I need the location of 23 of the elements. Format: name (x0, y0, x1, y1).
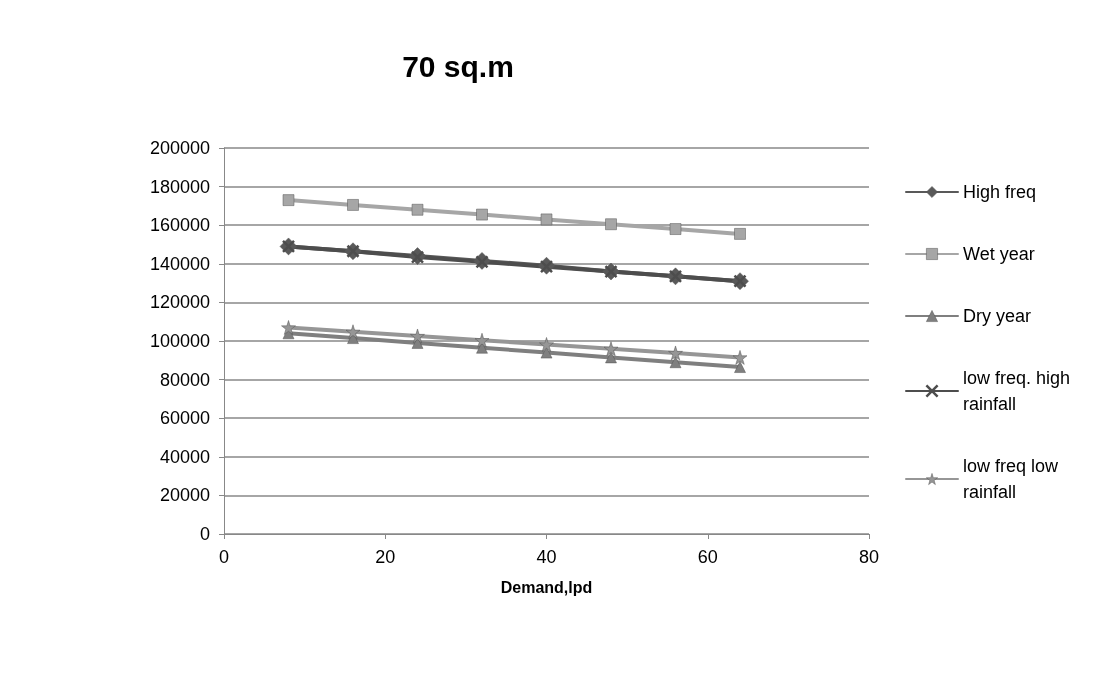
y-tick-label: 40000 (159, 446, 210, 467)
x-tick-label: 20 (375, 547, 396, 567)
x-tick-label: 60 (697, 547, 718, 567)
legend-label: low freq low rainfall (963, 456, 1064, 502)
y-tick-label: 120000 (149, 292, 210, 313)
x-axis-title: Demand,lpd (500, 578, 593, 596)
chart-title: 70 sq.m (402, 49, 514, 83)
x-tick-label: 80 (858, 547, 880, 567)
y-tick-label: 20000 (159, 485, 210, 506)
y-tick-label: 160000 (149, 215, 210, 236)
legend-label: low freq. high rainfall (963, 368, 1076, 414)
y-tick-label: 100000 (149, 331, 210, 351)
y-tick-label: 180000 (149, 176, 210, 197)
y-tick-label: 200000 (149, 138, 210, 158)
legend-label: Dry year (963, 306, 1032, 326)
y-tick-label: 140000 (149, 253, 210, 274)
legend-label: Wet year (963, 244, 1035, 264)
x-tick-label: 0 (218, 547, 230, 567)
y-tick-label: 80000 (159, 369, 210, 390)
y-tick-label: 60000 (159, 408, 210, 429)
legend-label: High freq (963, 182, 1037, 202)
y-tick-label: 0 (199, 524, 210, 544)
x-tick-label: 40 (536, 547, 557, 567)
